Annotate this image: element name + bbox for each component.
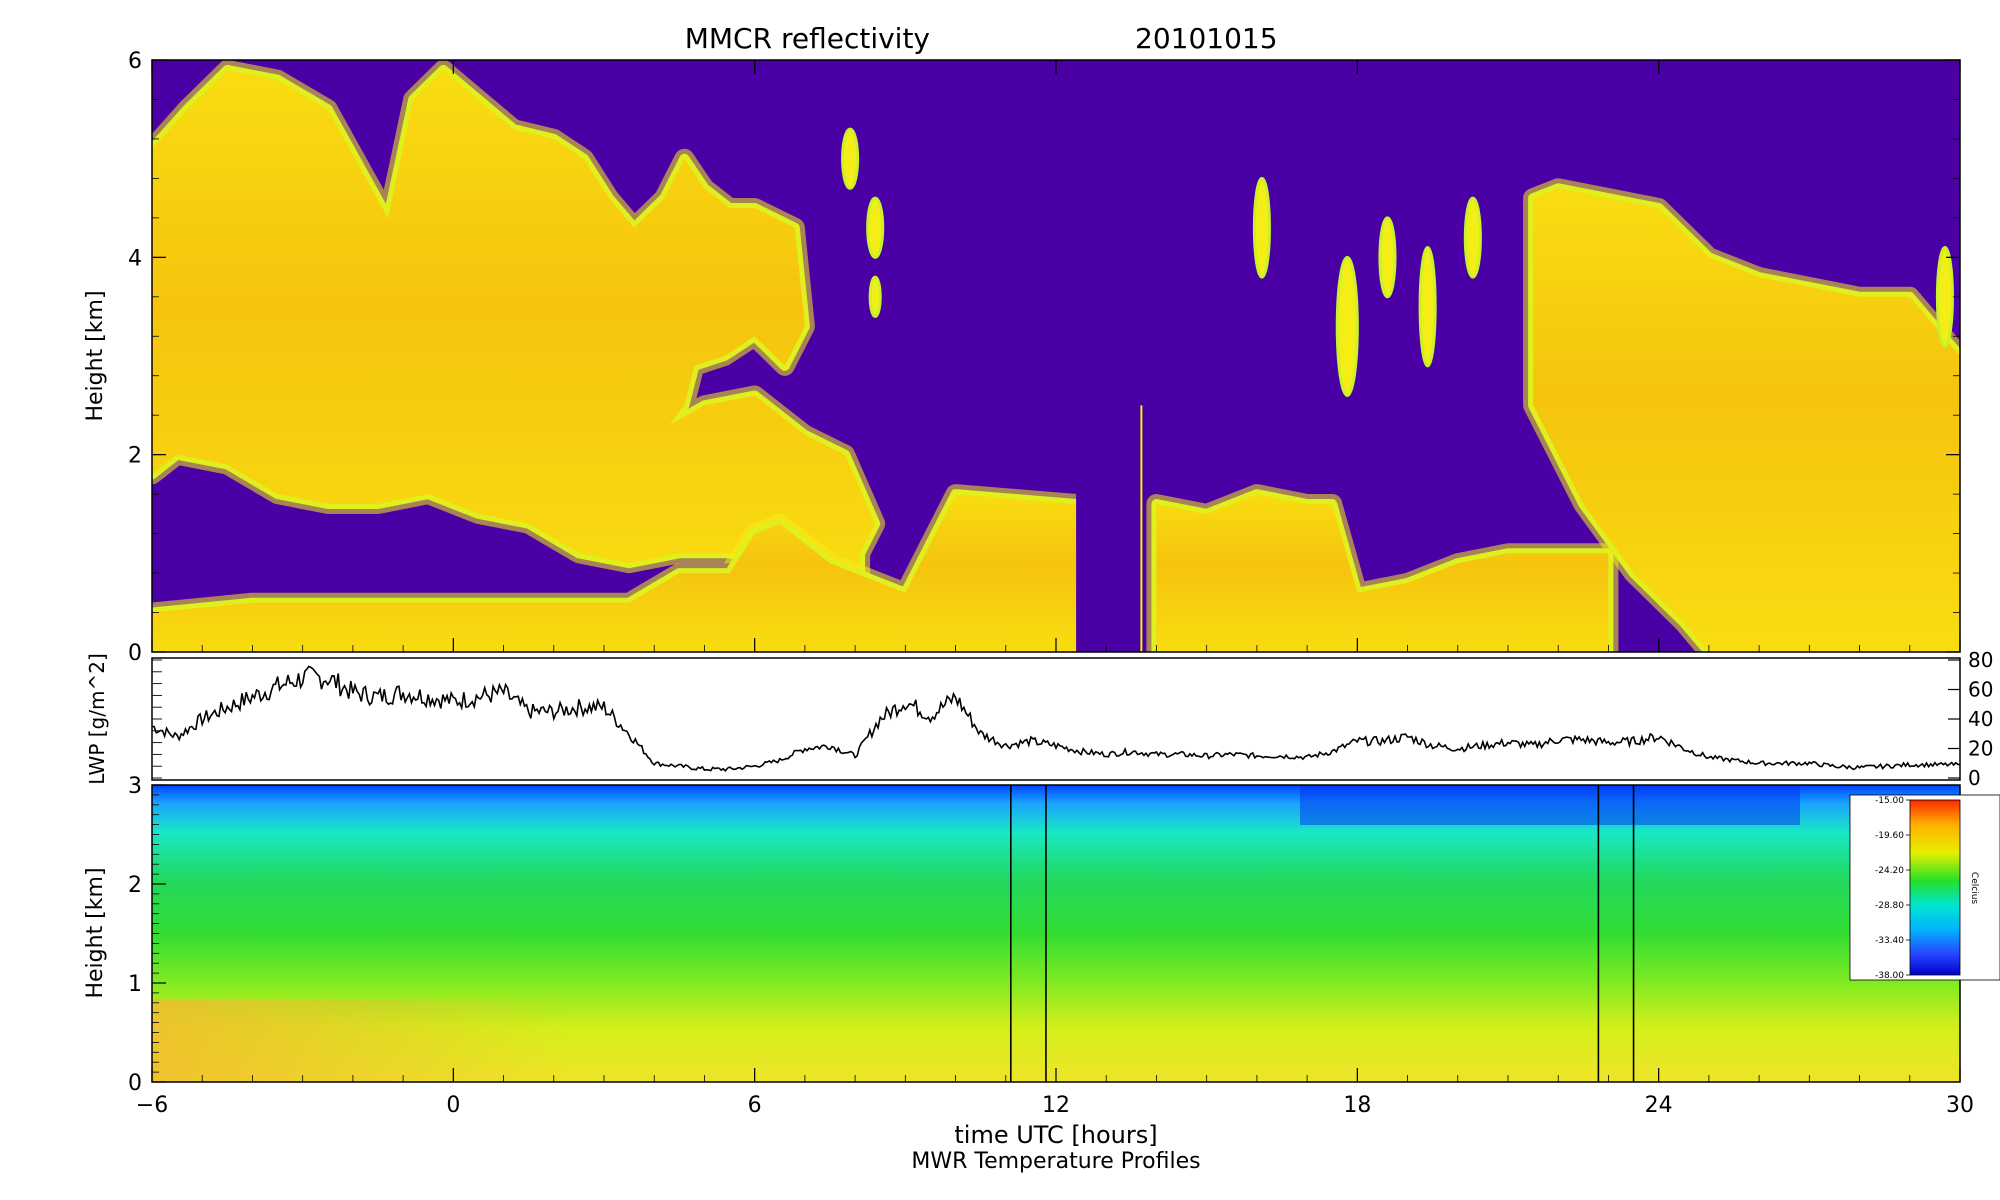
data-gap (1076, 60, 1142, 652)
reflectivity-panel: 0 2 4 6 Height [km] (83, 49, 1961, 666)
cloud-cell (1935, 245, 1954, 348)
temperature-y-tick-label: 0 (128, 1071, 142, 1096)
lwp-y-tick-label: 0 (1968, 766, 1981, 790)
lwp-y-tick-label: 40 (1968, 707, 1993, 731)
lwp-series-line (152, 665, 1961, 772)
reflectivity-y-tick-label: 6 (128, 49, 142, 74)
temperature-y-tick-label: 2 (128, 873, 142, 898)
colorbar-label: Celcius (1969, 872, 1979, 904)
x-tick-label: 24 (1645, 1093, 1673, 1118)
x-tick-label: 18 (1343, 1093, 1371, 1118)
x-tick-label: 6 (748, 1093, 762, 1118)
colorbar-tick-label: -19.60 (1875, 831, 1904, 841)
chart-date: 20101015 (1135, 22, 1278, 55)
bottom-subtitle: MWR Temperature Profiles (911, 1149, 1200, 1174)
temperature-cold-region (1300, 785, 1800, 825)
cloud-cell (1252, 176, 1271, 279)
lwp-panel: 0 20 40 60 80 LWP [g/m^2] (85, 648, 1993, 790)
lwp-y-tick-label: 20 (1968, 737, 1993, 761)
reflectivity-y-axis: 0 2 4 6 (128, 49, 1960, 666)
lwp-y-label: LWP [g/m^2] (85, 653, 109, 785)
time-x-axis: −6 0 6 12 18 24 30 (136, 60, 1974, 1118)
colorbar-tick-label: -24.20 (1875, 866, 1904, 876)
reflectivity-y-tick-label: 4 (128, 246, 142, 271)
lwp-y-tick-label: 80 (1968, 648, 1993, 672)
cloud-cell (868, 275, 882, 319)
cloud-layer-mid-core (1146, 484, 1619, 652)
lwp-y-tick-label: 60 (1968, 678, 1993, 702)
cloud-cell (1378, 216, 1397, 299)
colorbar: -15.00 -19.60 -24.20 -28.80 -33.40 -38.00 Cel… (1849, 794, 2000, 981)
x-axis-label: time UTC [hours] (954, 1121, 1157, 1149)
colorbar-tick-label: -15.00 (1875, 796, 1904, 806)
temperature-y-label: Height [km] (83, 867, 108, 998)
reflectivity-y-tick-label: 2 (128, 444, 142, 469)
x-tick-label: 30 (1946, 1093, 1974, 1118)
temperature-gap-lines (1009, 785, 1635, 1082)
cloud-layer-upper-core (152, 60, 886, 603)
cloud-layer-right-core (1523, 178, 1960, 652)
colorbar-ticks: -15.00 -19.60 -24.20 -28.80 -33.40 -38.00 (1875, 796, 1910, 981)
lwp-y-axis: 0 20 40 60 80 (152, 648, 1993, 790)
cloud-cell (866, 196, 885, 259)
colorbar-tick-label: -38.00 (1875, 971, 1904, 981)
cloud-cell (1335, 255, 1359, 397)
temperature-y-tick-label: 3 (128, 774, 142, 799)
lwp-frame (151, 657, 1961, 781)
colorbar-tick-label: -33.40 (1875, 936, 1904, 946)
colorbar-scale (1909, 799, 1961, 976)
temperature-y-axis: 0 1 2 3 (128, 774, 166, 1096)
chart-title: MMCR reflectivity (685, 22, 930, 55)
reflectivity-y-label: Height [km] (83, 290, 108, 421)
temperature-y-tick-label: 1 (128, 972, 142, 997)
x-tick-label: −6 (136, 1093, 168, 1118)
temperature-warm-region (152, 1000, 572, 1082)
colorbar-tick-label: -28.80 (1875, 901, 1904, 911)
reflectivity-y-tick-label: 0 (128, 641, 142, 666)
x-tick-label: 0 (446, 1093, 460, 1118)
cloud-field (152, 60, 1960, 652)
cloud-cell (841, 127, 860, 190)
cloud-cell (1463, 196, 1482, 279)
x-tick-label: 12 (1042, 1093, 1070, 1118)
cloud-cell (1418, 245, 1437, 368)
